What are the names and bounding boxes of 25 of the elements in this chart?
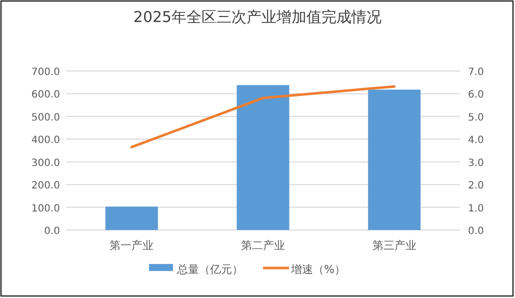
y2-tick-label: 5.0 [468,112,484,124]
y2-tick-label: 0.0 [468,226,484,237]
y-tick-label: 700.0 [31,67,60,78]
y2-tick-label: 7.0 [468,67,484,78]
bar [105,206,158,230]
y2-tick-label: 6.0 [468,90,484,101]
x-tick-label: 第一产业 [110,239,154,252]
y-tick-label: 400.0 [31,135,60,146]
y2-tick-label: 3.0 [468,158,484,169]
x-tick-label: 第二产业 [241,239,285,252]
y-tick-label: 100.0 [31,203,60,214]
x-tick-label: 第三产业 [372,239,416,252]
bar [368,90,421,230]
y-tick-label: 200.0 [31,180,60,192]
y-tick-label: 300.0 [31,158,60,169]
y2-tick-label: 1.0 [468,203,484,214]
y-tick-label: 600.0 [31,90,60,101]
legend-label: 增速（%） [290,263,346,276]
title: 2025年全区三次产业增加值完成情况 [133,8,382,26]
legend-label: 总量（亿元） [176,263,243,276]
y2-tick-label: 4.0 [468,135,484,146]
y-tick-label: 0.0 [44,226,60,237]
bar [236,85,290,230]
y2-tick-label: 2.0 [468,180,484,192]
y-tick-label: 500.0 [31,112,60,124]
